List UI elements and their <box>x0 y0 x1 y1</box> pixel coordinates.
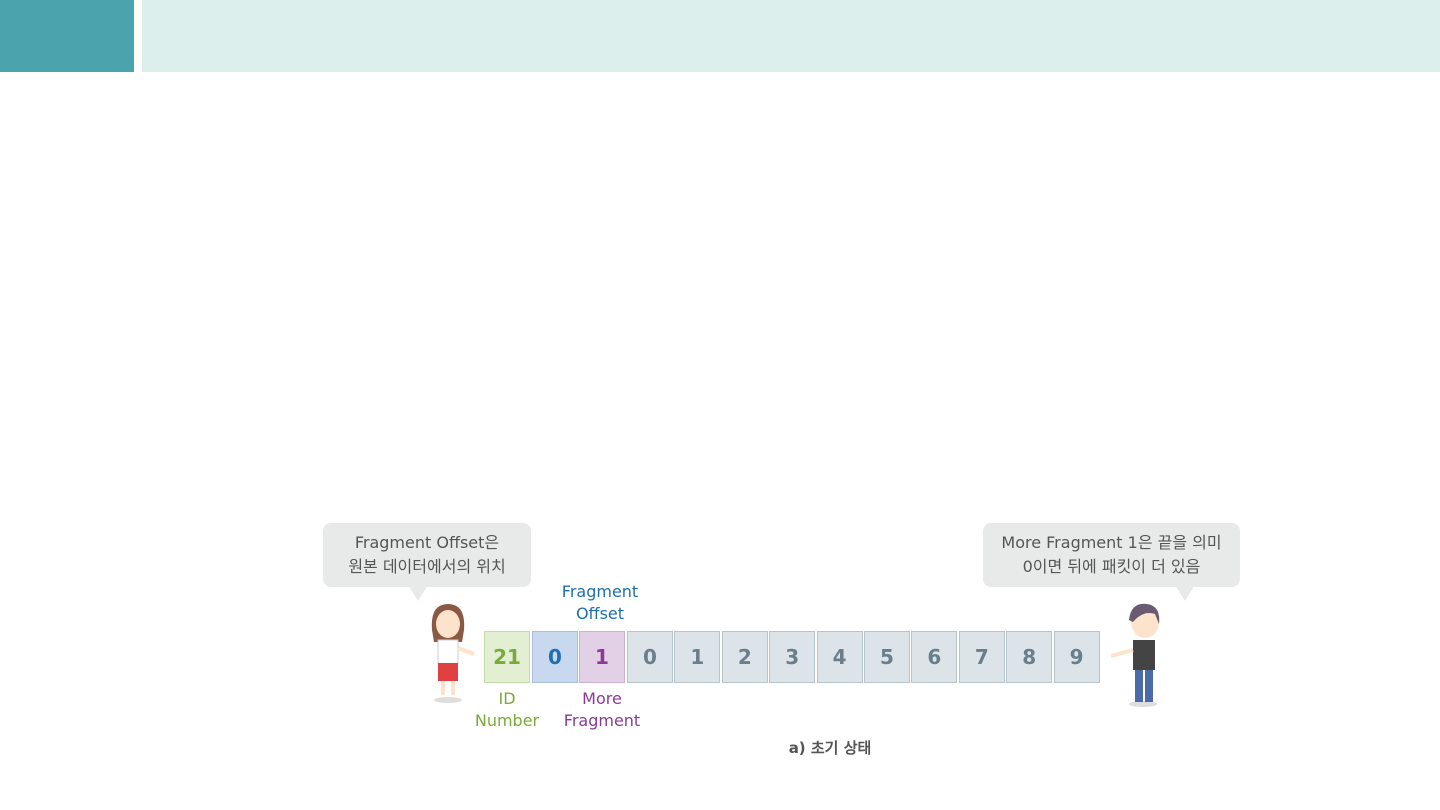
fragment-offset-cell: 0 <box>532 631 578 683</box>
data-cell: 3 <box>769 631 816 683</box>
data-cell: 9 <box>1053 631 1100 683</box>
speech-bubble-right: More Fragment 1은 끝을 의미 0이면 뒤에 패킷이 더 있음 <box>983 523 1240 601</box>
fragment-offset-label: Fragment Offset <box>561 582 639 623</box>
speech-bubble-left: Fragment Offset은 원본 데이터에서의 위치 <box>323 523 531 601</box>
data-cell: 4 <box>816 631 863 683</box>
bubble-text: 원본 데이터에서의 위치 <box>348 557 506 576</box>
header-accent-block <box>0 0 134 72</box>
data-cell: 0 <box>627 631 673 683</box>
more-fragment-label: More Fragment <box>563 689 641 730</box>
diagram-caption: a) 초기 상태 <box>788 739 872 757</box>
data-cell: 5 <box>864 631 910 683</box>
data-cell: 1 <box>674 631 721 683</box>
data-cell: 6 <box>911 631 958 683</box>
data-cell: 2 <box>721 631 768 683</box>
bubble-text: Fragment Offset은 <box>354 533 500 552</box>
bubble-text: 0이면 뒤에 패킷이 더 있음 <box>1022 557 1201 576</box>
data-cell: 8 <box>1006 631 1053 683</box>
more-fragment-cell: 1 <box>579 631 625 683</box>
header-bar <box>142 0 1440 72</box>
girl-character-illustration <box>431 604 475 703</box>
bubble-text: More Fragment 1은 끝을 의미 <box>1001 533 1222 552</box>
data-cell: 7 <box>958 631 1005 683</box>
id-number-cell: 21 <box>484 631 530 683</box>
boy-character-illustration <box>1110 603 1160 707</box>
id-number-label: ID Number <box>474 689 540 730</box>
